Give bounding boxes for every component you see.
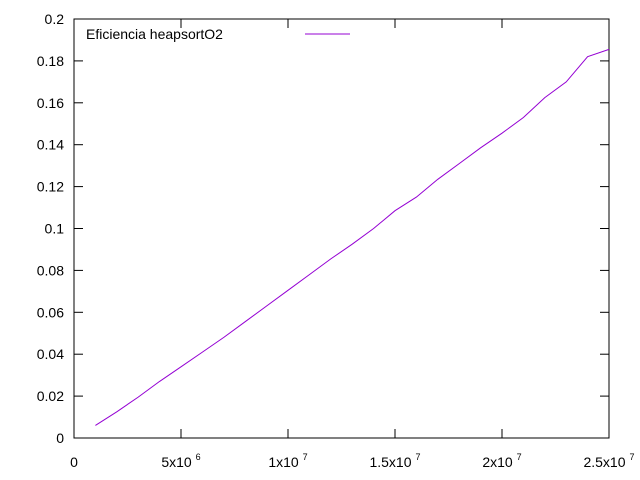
plot-border	[73, 18, 610, 439]
y-tick-labels: 0 0.02 0.04 0.06 0.08 0.1 0.12 0.14 0.16 0.18 0.2	[37, 11, 64, 446]
tick-marks	[73, 18, 610, 439]
x-tick-mantissa: 1.5x10	[369, 454, 411, 470]
y-tick-label: 0	[56, 430, 64, 446]
y-tick-label: 0.02	[37, 388, 64, 404]
x-tick-mantissa: 2.5x10	[583, 454, 625, 470]
y-tick-label: 0.1	[45, 221, 65, 237]
y-tick-label: 0.04	[37, 346, 64, 362]
series-line	[95, 48, 610, 426]
x-tick-labels: 0 5x10 6 1x10 7 1.5x10 7 2x10 7 2.5x10 7	[70, 452, 634, 470]
legend-label: Eficiencia heapsortO2	[86, 26, 223, 42]
legend: Eficiencia heapsortO2	[86, 26, 350, 42]
x-tick-exponent: 7	[416, 452, 421, 462]
y-tick-label: 0.16	[37, 95, 64, 111]
y-tick-label: 0.18	[37, 53, 64, 69]
x-tick-mantissa: 5x10	[161, 454, 192, 470]
plot-frame	[73, 18, 610, 439]
x-tick-exponent: 7	[517, 452, 522, 462]
x-tick-exponent: 7	[303, 452, 308, 462]
x-tick-mantissa: 2x10	[482, 454, 513, 470]
x-tick-mantissa: 0	[70, 454, 78, 470]
x-tick-label: 1.5x10 7	[369, 452, 420, 470]
x-tick-label: 2.5x10 7	[583, 452, 634, 470]
x-tick-label: 2x10 7	[482, 452, 521, 470]
series-lines	[95, 48, 610, 426]
y-tick-label: 0.2	[45, 11, 65, 27]
y-tick-label: 0.08	[37, 262, 64, 278]
x-tick-exponent: 6	[196, 452, 201, 462]
y-tick-label: 0.12	[37, 179, 64, 195]
y-tick-label: 0.06	[37, 304, 64, 320]
x-tick-label: 0	[70, 454, 78, 470]
y-tick-label: 0.14	[37, 137, 64, 153]
x-tick-mantissa: 1x10	[268, 454, 299, 470]
x-tick-exponent: 7	[630, 452, 635, 462]
x-tick-label: 5x10 6	[161, 452, 200, 470]
x-tick-label: 1x10 7	[268, 452, 307, 470]
